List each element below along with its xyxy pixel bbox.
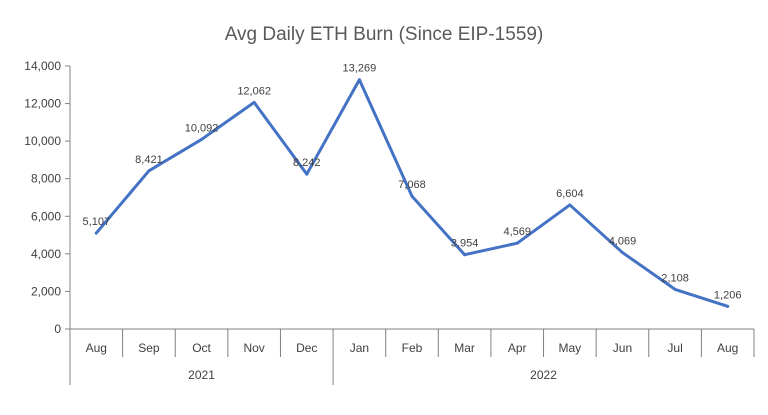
x-tick-label: Feb bbox=[402, 341, 423, 355]
data-point bbox=[252, 100, 256, 104]
data-point bbox=[94, 231, 98, 235]
data-label: 1,206 bbox=[714, 289, 742, 301]
data-point bbox=[357, 78, 361, 82]
data-label: 10,092 bbox=[185, 122, 219, 134]
data-point bbox=[620, 251, 624, 255]
data-point bbox=[515, 241, 519, 245]
data-label: 13,269 bbox=[343, 63, 377, 75]
data-label: 7,068 bbox=[398, 179, 426, 191]
x-tick-label: Aug bbox=[717, 341, 738, 355]
data-point bbox=[726, 304, 730, 308]
series-layer bbox=[94, 78, 730, 308]
data-label: 5,107 bbox=[83, 216, 111, 228]
chart-title: Avg Daily ETH Burn (Since EIP-1559) bbox=[224, 24, 544, 45]
x-tick-label: May bbox=[559, 341, 582, 355]
data-label: 12,062 bbox=[237, 85, 271, 97]
y-tick-label: 10,000 bbox=[24, 134, 61, 148]
series-line bbox=[94, 78, 730, 308]
data-point bbox=[463, 253, 467, 257]
x-tick-label: Nov bbox=[243, 341, 264, 355]
x-tick-label: Jul bbox=[667, 341, 682, 355]
y-tick-label: 4,000 bbox=[31, 247, 61, 261]
data-point bbox=[147, 169, 151, 173]
y-tick-label: 8,000 bbox=[31, 172, 61, 186]
data-point bbox=[410, 194, 414, 198]
data-label: 3,954 bbox=[451, 238, 479, 250]
y-tick-label: 2,000 bbox=[31, 284, 61, 298]
x-tick-label: Jan bbox=[350, 341, 369, 355]
x-tick-label: Aug bbox=[86, 341, 107, 355]
x-tick-labels: Aug Sep Oct Nov Dec Jan Feb Mar Apr May Jun Jul Aug bbox=[86, 341, 739, 355]
data-label: 8,242 bbox=[293, 157, 321, 169]
axes-layer bbox=[65, 65, 755, 385]
y-tick-label: 12,000 bbox=[24, 97, 61, 111]
x-tick-label: Jun bbox=[613, 341, 632, 355]
year-label: 2022 bbox=[530, 368, 557, 382]
data-point bbox=[200, 137, 204, 141]
data-label: 8,421 bbox=[135, 154, 163, 166]
data-point bbox=[568, 203, 572, 207]
data-label: 6,604 bbox=[556, 188, 584, 200]
x-tick-label: Oct bbox=[192, 341, 211, 355]
data-label: 2,108 bbox=[661, 272, 689, 284]
year-labels: 2021 2022 bbox=[188, 368, 557, 382]
data-label: 4,069 bbox=[609, 236, 637, 248]
y-tick-label: 6,000 bbox=[31, 209, 61, 223]
x-tick-label: Apr bbox=[508, 341, 527, 355]
x-tick-label: Mar bbox=[454, 341, 475, 355]
year-label: 2021 bbox=[188, 368, 215, 382]
y-tick-labels: 0 2,000 4,000 6,000 8,000 10,000 12,000 14,000 bbox=[24, 59, 61, 336]
x-tick-label: Sep bbox=[138, 341, 160, 355]
y-tick-label: 14,000 bbox=[24, 59, 61, 73]
x-tick-label: Dec bbox=[296, 341, 317, 355]
data-point bbox=[673, 287, 677, 291]
data-labels: 5,107 8,421 10,092 12,062 8,242 13,269 7,068 3,… bbox=[83, 63, 742, 302]
data-point bbox=[305, 172, 309, 176]
y-tick-label: 0 bbox=[54, 322, 61, 336]
data-label: 4,569 bbox=[503, 226, 531, 238]
